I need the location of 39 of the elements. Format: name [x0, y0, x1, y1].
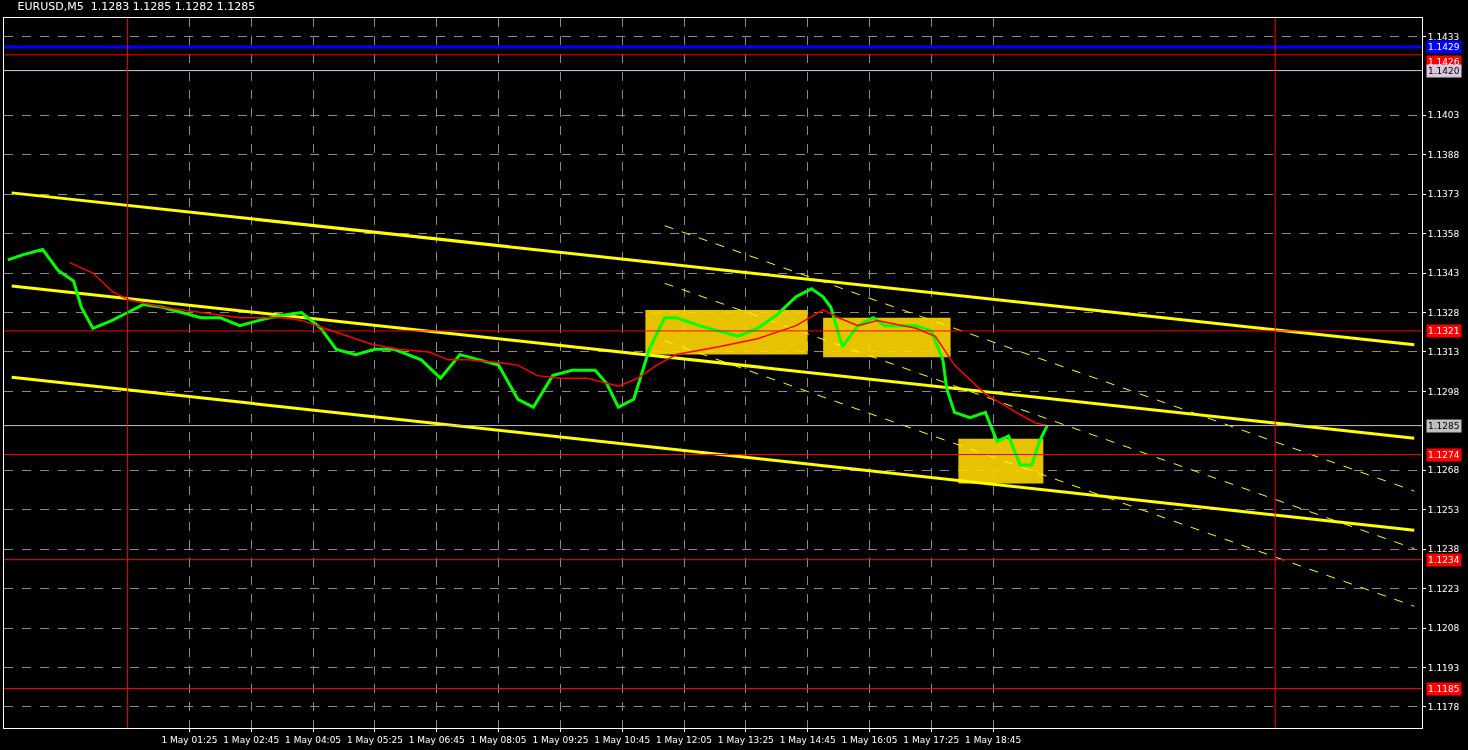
y-tick-label: 1.1433: [1427, 31, 1460, 42]
x-tick-label: 1 May 05:25: [346, 734, 403, 745]
y-tick-label: 1.1358: [1427, 228, 1460, 239]
x-tick-label: 1 May 18:45: [965, 734, 1022, 745]
x-tick-label: 1 May 06:45: [408, 734, 465, 745]
x-tick-label: 1 May 12:05: [656, 734, 713, 745]
ref-line-label: 1.1234: [1428, 555, 1460, 565]
ref-line-label: 1.1426: [1428, 57, 1460, 67]
ref-line-label: 1.1285: [1428, 421, 1460, 431]
x-tick-label: 1 May 14:45: [779, 734, 836, 745]
y-tick-label: 1.1373: [1427, 189, 1460, 200]
x-tick-label: 1 May 08:05: [470, 734, 527, 745]
chart-title: EURUSD,M5 1.1283 1.1285 1.1282 1.1285: [17, 0, 256, 13]
x-tick-label: 1 May 02:45: [223, 734, 280, 745]
ref-line-label: 1.1274: [1428, 450, 1460, 460]
y-tick-label: 1.1193: [1427, 662, 1460, 673]
ref-line-label: 1.1420: [1428, 66, 1460, 76]
ref-line-label: 1.1429: [1428, 42, 1460, 52]
x-tick-label: 1 May 01:25: [161, 734, 218, 745]
y-tick-label: 1.1178: [1427, 702, 1460, 713]
x-tick-label: 1 May 16:05: [841, 734, 898, 745]
x-tick-label: 1 May 17:25: [903, 734, 960, 745]
y-tick-label: 1.1223: [1427, 583, 1460, 594]
y-tick-label: 1.1238: [1427, 544, 1460, 555]
y-tick-label: 1.1208: [1427, 623, 1460, 634]
ref-line-label: 1.1185: [1428, 684, 1460, 694]
y-tick-label: 1.1298: [1427, 386, 1460, 397]
x-tick-label: 1 May 04:05: [285, 734, 342, 745]
y-tick-label: 1.1403: [1427, 110, 1460, 121]
x-tick-label: 1 May 10:45: [594, 734, 651, 745]
y-tick-label: 1.1343: [1427, 268, 1460, 279]
y-tick-label: 1.1388: [1427, 149, 1460, 160]
x-tick-label: 1 May 09:25: [532, 734, 589, 745]
ref-line-label: 1.1321: [1428, 326, 1460, 336]
y-tick-label: 1.1328: [1427, 307, 1460, 318]
y-tick-label: 1.1268: [1427, 465, 1460, 476]
x-tick-label: 1 May 13:25: [717, 734, 774, 745]
y-tick-label: 1.1313: [1427, 347, 1460, 358]
y-tick-label: 1.1253: [1427, 504, 1460, 515]
